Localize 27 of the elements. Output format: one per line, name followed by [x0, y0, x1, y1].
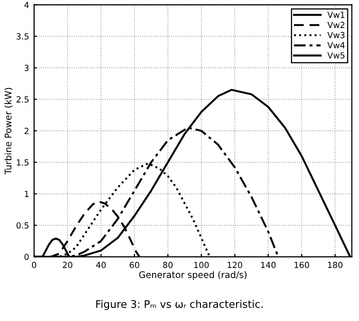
x-tick-label: 100 [194, 262, 209, 268]
caption: Figure 3: Pₘ vs ωᵣ characteristic. [96, 300, 263, 310]
y-tick-label: 2.5 [16, 96, 29, 103]
x-tick-label: 80 [163, 262, 173, 268]
y-tick-label: 4 [24, 2, 29, 8]
x-tick-label: 180 [328, 262, 342, 268]
legend-label: Vw3 [327, 32, 344, 38]
y-tick-label: 3.5 [16, 33, 29, 40]
x-tick-label: 40 [96, 262, 106, 268]
y-axis-title: Turbine Power (kW) [4, 88, 13, 174]
y-tick-label: 2 [24, 128, 28, 134]
legend-label: Vw1 [327, 12, 344, 18]
y-tick-label: 1.5 [16, 159, 29, 166]
x-tick-label: 160 [294, 262, 310, 268]
legend-label: Vw5 [327, 52, 344, 59]
legend-label: Vw4 [327, 42, 345, 48]
x-tick-label: 20 [62, 262, 72, 268]
y-tick-label: 0.5 [16, 222, 29, 229]
x-tick-label: 140 [261, 262, 276, 268]
x-axis-title: Generator speed (rad/s) [139, 271, 246, 280]
y-tick-label: 0 [24, 254, 29, 260]
x-tick-label: 60 [130, 262, 140, 268]
x-tick-label: 0 [32, 262, 36, 268]
legend-label: Vw2 [327, 22, 344, 28]
y-tick-label: 3 [24, 64, 29, 72]
y-tick-label: 1 [24, 190, 28, 197]
x-tick-label: 120 [228, 262, 242, 268]
